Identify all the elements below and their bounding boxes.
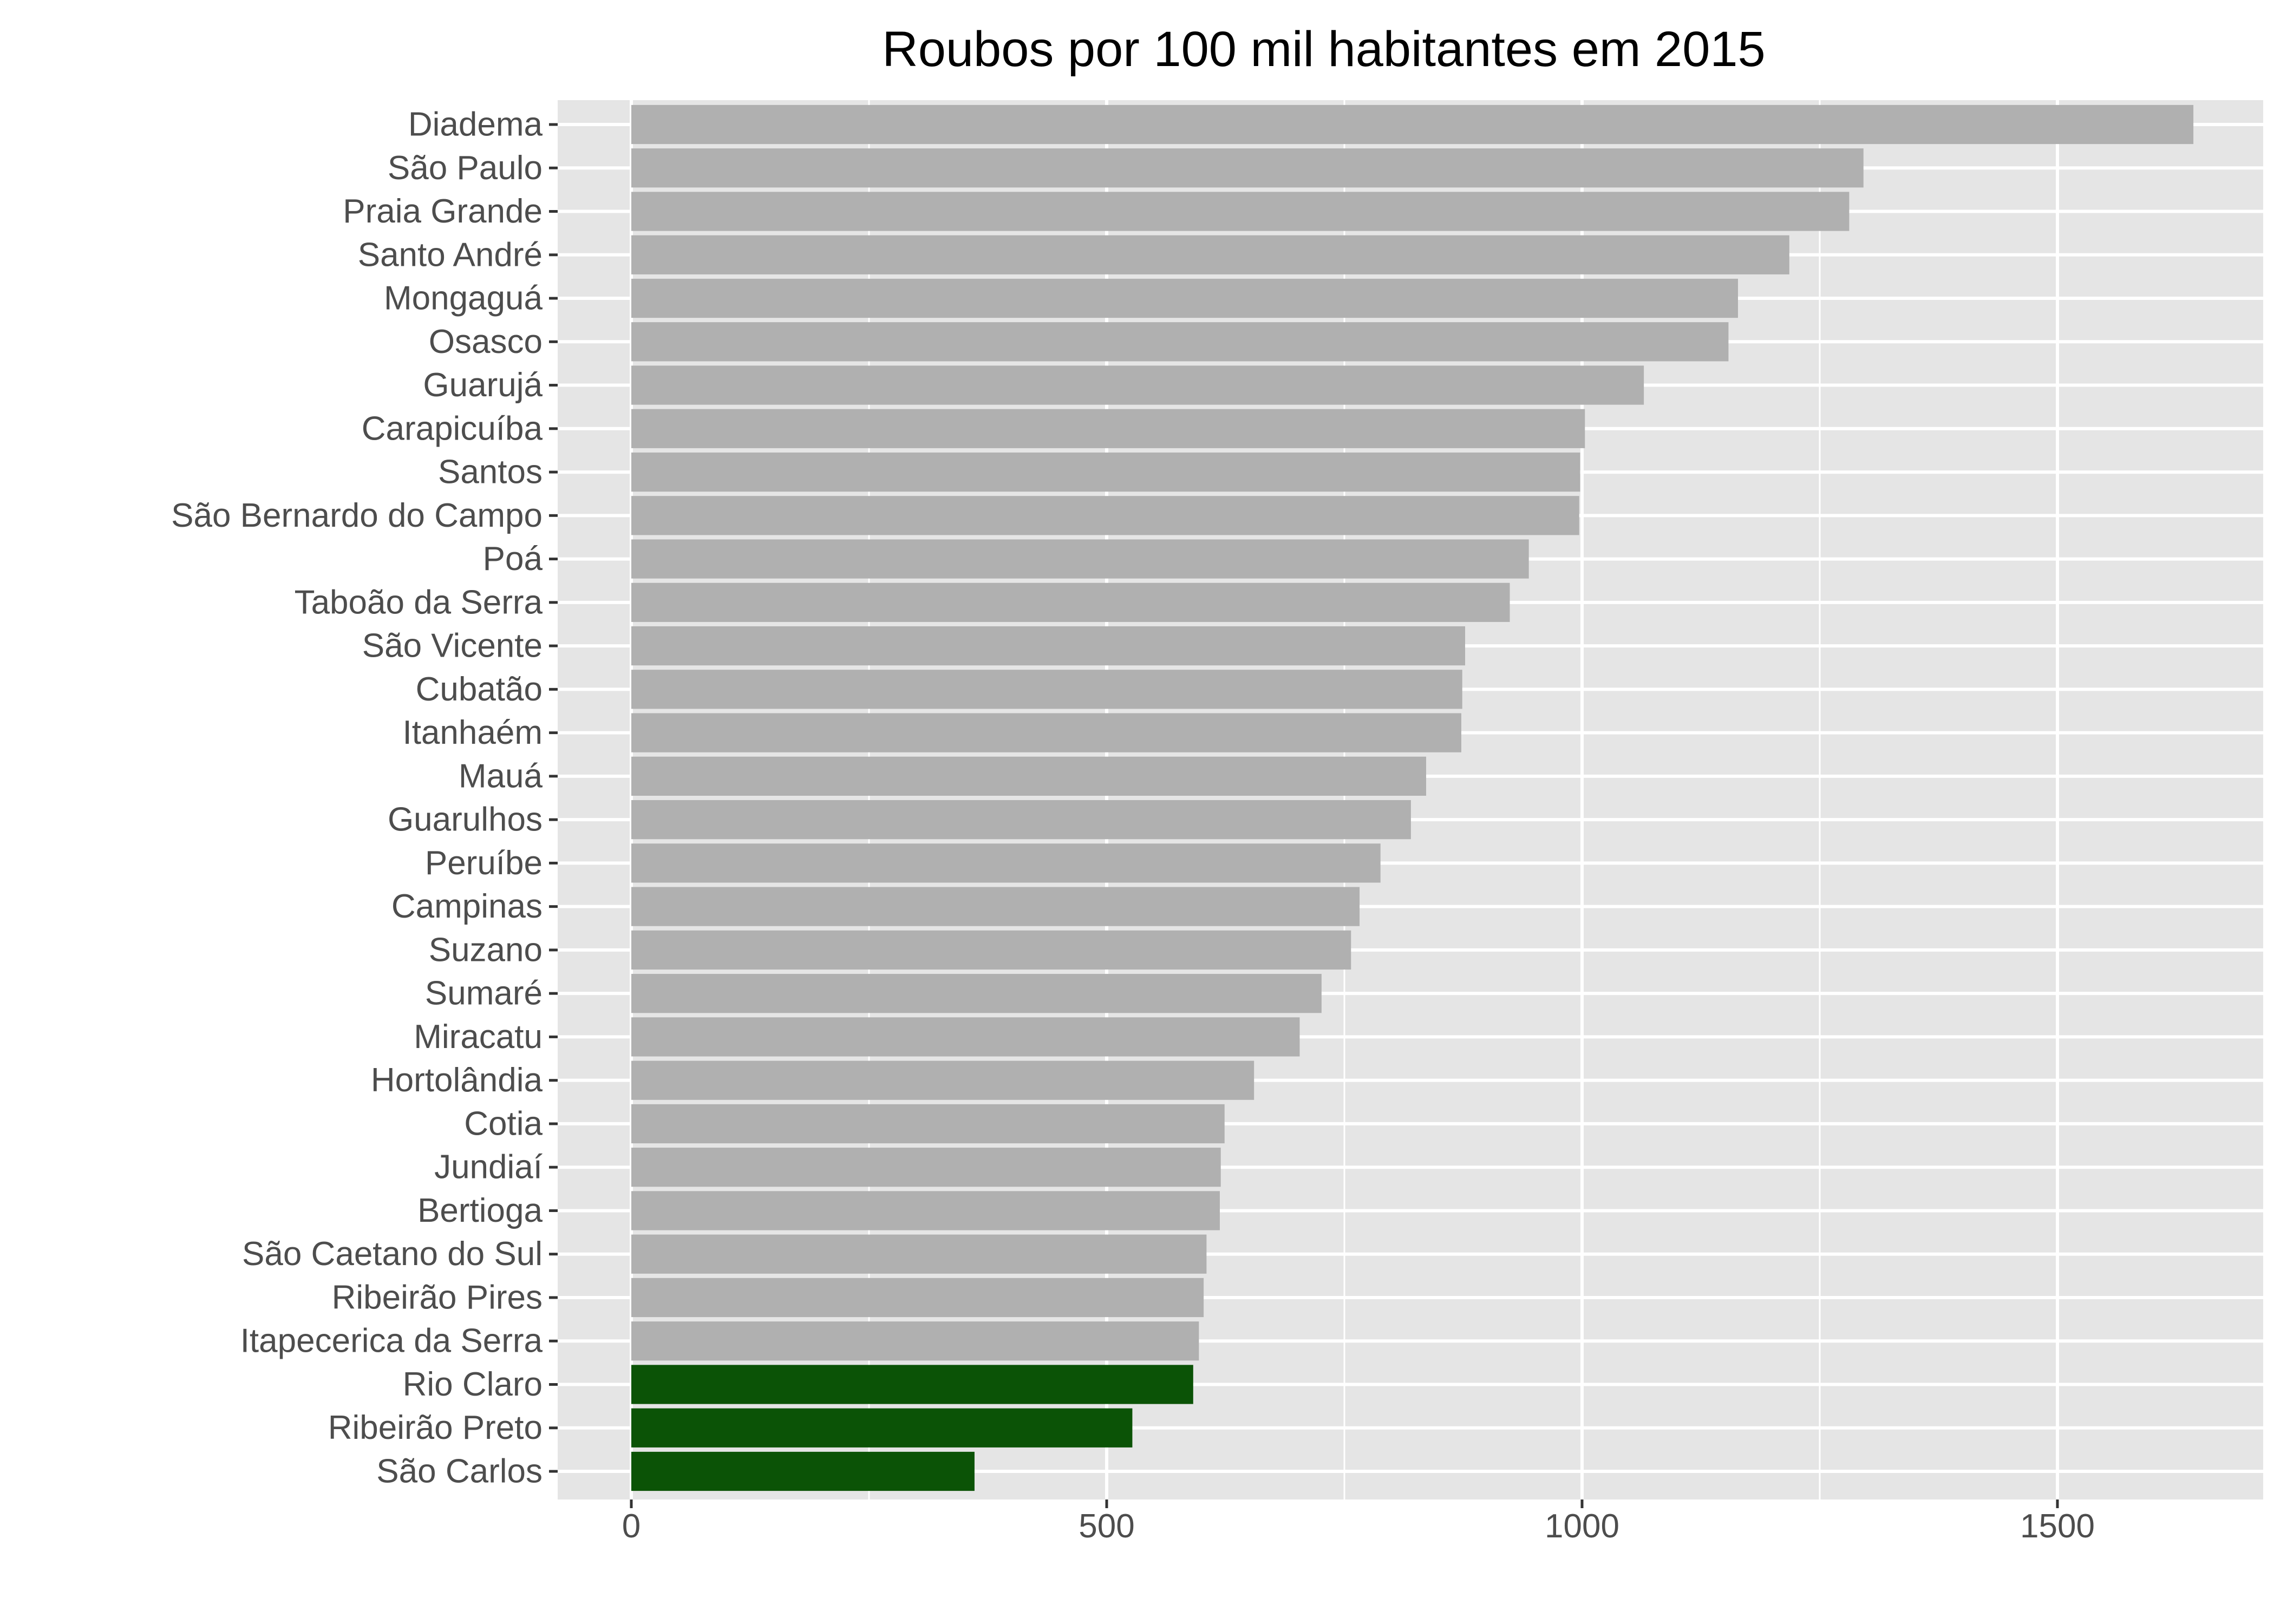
bar xyxy=(631,1104,1225,1144)
bar xyxy=(631,1408,1133,1448)
y-tick-label: Sumaré xyxy=(425,975,543,1012)
y-axis: Diadema São Paulo Praia Grande Santo André M… xyxy=(171,106,558,1490)
y-tick-label: Suzano xyxy=(429,931,543,968)
bar xyxy=(631,1060,1254,1100)
bar xyxy=(631,1148,1221,1187)
y-tick-label: Mongaguá xyxy=(384,280,543,317)
bar xyxy=(631,670,1462,709)
y-tick-label: Itanhaém xyxy=(402,714,543,751)
y-tick-label: Praia Grande xyxy=(343,193,543,230)
y-tick-label: Santo André xyxy=(358,236,543,273)
bar xyxy=(631,974,1322,1013)
y-tick-label: Taboão da Serra xyxy=(295,584,543,621)
bar xyxy=(631,1017,1300,1057)
bar xyxy=(631,800,1411,840)
y-tick-label: Osasco xyxy=(429,323,543,361)
y-tick-label: Campinas xyxy=(391,888,543,925)
x-tick-label: 0 xyxy=(622,1508,641,1545)
y-tick-label: Mauá xyxy=(459,757,543,795)
chart-title: Roubos por 100 mil habitantes em 2015 xyxy=(882,22,1765,77)
y-tick-label: Itapecerica da Serra xyxy=(240,1322,543,1360)
y-tick-label: São Bernardo do Campo xyxy=(171,497,543,534)
y-tick-label: São Caetano do Sul xyxy=(242,1235,543,1273)
bar xyxy=(631,235,1789,274)
y-tick-label: Diadema xyxy=(408,106,543,143)
bar xyxy=(631,539,1529,579)
x-tick-label: 1000 xyxy=(1545,1508,1619,1545)
y-tick-label: Poá xyxy=(483,540,543,578)
bar xyxy=(631,887,1360,926)
x-tick-label: 1500 xyxy=(2020,1508,2095,1545)
bar xyxy=(631,409,1585,448)
x-axis: 0 500 1000 1500 xyxy=(622,1499,2095,1545)
bar xyxy=(631,192,1850,231)
bar xyxy=(631,626,1466,666)
x-tick-label: 500 xyxy=(1079,1508,1134,1545)
bar xyxy=(631,930,1351,970)
bar xyxy=(631,1365,1193,1404)
bar xyxy=(631,322,1729,362)
y-tick-label: Jundiaí xyxy=(434,1149,543,1186)
bar xyxy=(631,148,1864,188)
y-tick-label: Bertioga xyxy=(417,1192,543,1229)
bar xyxy=(631,1278,1204,1318)
y-tick-label: Rio Claro xyxy=(403,1366,543,1403)
bar xyxy=(631,452,1580,492)
bar xyxy=(631,496,1579,535)
y-tick-label: Santos xyxy=(438,454,543,491)
y-tick-label: Cotia xyxy=(464,1105,543,1142)
y-tick-label: Hortolândia xyxy=(371,1062,543,1099)
bar xyxy=(631,1321,1199,1361)
bar xyxy=(631,104,2194,145)
bar xyxy=(631,1451,975,1491)
bar xyxy=(631,843,1381,883)
y-tick-label: São Carlos xyxy=(376,1453,543,1490)
y-tick-label: Ribeirão Preto xyxy=(328,1409,543,1446)
y-tick-label: Peruíbe xyxy=(425,844,543,882)
bar xyxy=(631,278,1738,318)
bar xyxy=(631,713,1461,752)
y-tick-label: São Paulo xyxy=(388,149,543,187)
bars xyxy=(631,104,2194,1491)
y-tick-label: Cubatão xyxy=(416,671,543,708)
y-tick-label: Carapicuíba xyxy=(362,410,543,447)
bar xyxy=(631,582,1510,622)
y-tick-label: Guarulhos xyxy=(388,801,543,839)
bar xyxy=(631,365,1644,405)
bar xyxy=(631,756,1427,796)
y-tick-label: Miracatu xyxy=(414,1018,543,1056)
y-tick-label: Guarujá xyxy=(423,366,543,404)
y-tick-label: Ribeirão Pires xyxy=(332,1279,543,1316)
bar xyxy=(631,1234,1207,1274)
y-tick-label: São Vicente xyxy=(362,627,543,665)
bar xyxy=(631,1191,1220,1230)
